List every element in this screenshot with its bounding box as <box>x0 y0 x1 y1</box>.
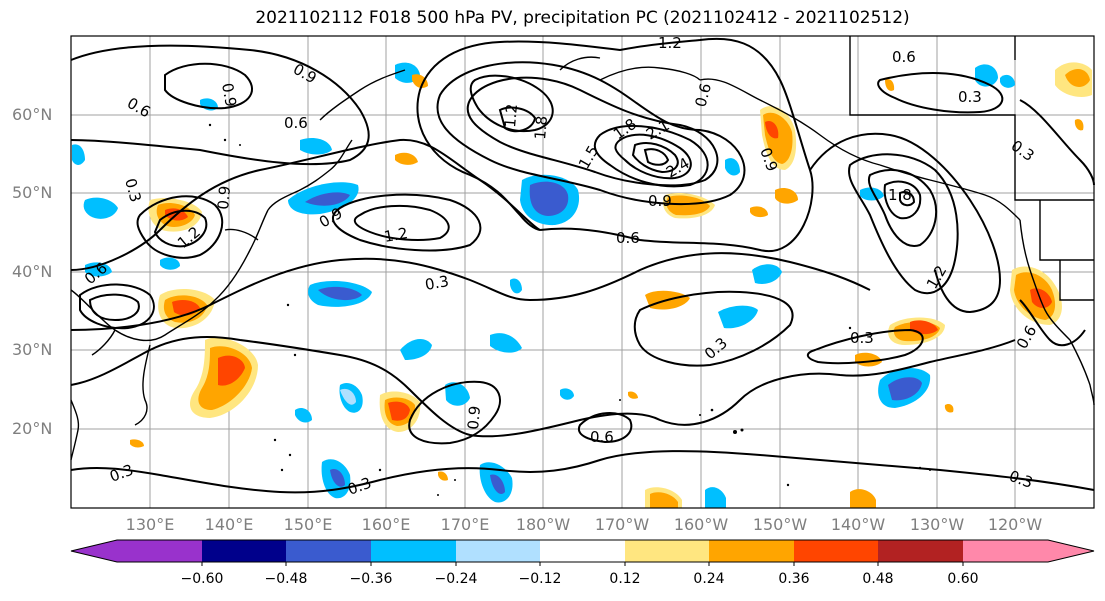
contour-label: 0.3 <box>424 272 451 294</box>
colorbar-segment <box>371 540 456 562</box>
lon-label: 170°W <box>594 515 650 534</box>
lon-label: 160°E <box>361 515 411 534</box>
lat-label: 60°N <box>12 105 53 124</box>
islands <box>208 123 931 496</box>
contour-label: 0.9 <box>464 405 484 430</box>
lon-label: 130°E <box>125 515 175 534</box>
contour-label: 0.6 <box>284 114 308 132</box>
colorbar-segment <box>709 540 794 562</box>
colorbar-segment <box>202 540 286 562</box>
lat-label: 20°N <box>12 419 53 438</box>
colorbar-segment <box>540 540 625 562</box>
colorbar-outline <box>70 539 1095 563</box>
lon-label: 160°W <box>673 515 729 534</box>
contour-label: 1.2 <box>658 34 682 52</box>
contour-label: 1.2 <box>501 103 521 128</box>
lon-label: 150°W <box>752 515 808 534</box>
contour-label: 0.3 <box>121 176 145 204</box>
contour-label: 0.3 <box>958 88 982 106</box>
lon-label: 140°E <box>204 515 254 534</box>
lon-label: 170°E <box>440 515 490 534</box>
colorbar-segment <box>878 540 963 562</box>
precip-shading <box>72 62 1092 508</box>
contour-label: 0.3 <box>850 329 874 347</box>
lon-label: 120°W <box>987 515 1043 534</box>
colorbar-tick-label: −0.48 <box>264 571 308 587</box>
colorbar-segment <box>625 540 709 562</box>
colorbar-tick-label: −0.60 <box>180 571 224 587</box>
colorbar-tick-label: −0.12 <box>518 571 562 587</box>
colorbar-segment <box>794 540 878 562</box>
colorbar-extend-high <box>1048 540 1094 562</box>
colorbar-tick-label: 0.24 <box>693 571 725 587</box>
lon-label: 140°W <box>830 515 886 534</box>
colorbar-tick-label: 0.12 <box>609 571 641 587</box>
contour-label: 0.9 <box>218 82 240 109</box>
colorbar-tick-label: −0.36 <box>349 571 393 587</box>
contour-label: 0.6 <box>892 48 916 66</box>
contour-label: 1.8 <box>531 115 551 140</box>
colorbar-ticks <box>201 562 964 566</box>
colorbar-tick-label: −0.24 <box>434 571 478 587</box>
lat-label: 50°N <box>12 183 53 202</box>
colorbar <box>70 539 1095 566</box>
map-frame <box>70 35 1095 509</box>
contour-label: 1.2 <box>383 224 410 246</box>
colorbar-segment <box>456 540 540 562</box>
lat-label: 40°N <box>12 262 53 281</box>
colorbar-tick-label: 0.36 <box>778 571 810 587</box>
contour-label: 0.6 <box>616 229 640 247</box>
colorbar-extend-low <box>71 540 117 562</box>
lon-label: 180°W <box>515 515 571 534</box>
colorbar-segment <box>963 540 1048 562</box>
colorbar-segment <box>117 540 202 562</box>
colorbar-segment <box>286 540 371 562</box>
contour-label: 0.9 <box>648 192 672 210</box>
colorbar-tick-label: 0.48 <box>862 571 894 587</box>
contour-label: 1.8 <box>888 186 912 204</box>
lat-label: 30°N <box>12 340 53 359</box>
contour-label: 0.6 <box>590 428 614 446</box>
lon-label: 150°E <box>283 515 333 534</box>
contour-label: 0.9 <box>214 185 234 210</box>
lon-label: 130°W <box>909 515 965 534</box>
map-title: 2021102112 F018 500 hPa PV, precipitatio… <box>255 8 910 28</box>
contour-label: 0.6 <box>691 81 715 109</box>
colorbar-tick-label: 0.60 <box>947 571 979 587</box>
